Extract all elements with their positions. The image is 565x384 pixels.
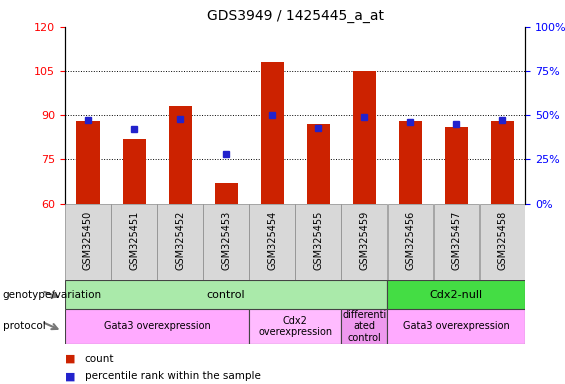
Bar bbox=[445, 127, 468, 204]
Bar bbox=[65, 280, 388, 309]
Bar bbox=[203, 204, 249, 280]
Bar bbox=[341, 309, 388, 344]
Bar bbox=[295, 204, 341, 280]
Bar bbox=[260, 62, 284, 204]
Text: count: count bbox=[85, 354, 114, 364]
Text: protocol: protocol bbox=[3, 321, 46, 331]
Bar bbox=[76, 121, 99, 204]
Text: GSM325459: GSM325459 bbox=[359, 211, 370, 270]
Text: Cdx2-null: Cdx2-null bbox=[430, 290, 483, 300]
Bar bbox=[215, 183, 238, 204]
Bar bbox=[341, 204, 387, 280]
Bar bbox=[111, 204, 157, 280]
Bar bbox=[388, 204, 433, 280]
Bar bbox=[65, 309, 249, 344]
Text: GSM325456: GSM325456 bbox=[405, 211, 415, 270]
Text: control: control bbox=[207, 290, 245, 300]
Text: GSM325454: GSM325454 bbox=[267, 211, 277, 270]
Bar bbox=[168, 106, 192, 204]
Text: ■: ■ bbox=[65, 354, 76, 364]
Text: ■: ■ bbox=[65, 371, 76, 381]
Text: genotype/variation: genotype/variation bbox=[3, 290, 102, 300]
Text: GSM325452: GSM325452 bbox=[175, 211, 185, 270]
Text: percentile rank within the sample: percentile rank within the sample bbox=[85, 371, 260, 381]
Text: Cdx2
overexpression: Cdx2 overexpression bbox=[258, 316, 332, 337]
Text: Gata3 overexpression: Gata3 overexpression bbox=[403, 321, 510, 331]
Bar bbox=[353, 71, 376, 204]
Bar bbox=[249, 309, 341, 344]
Bar bbox=[480, 204, 525, 280]
Text: GSM325458: GSM325458 bbox=[497, 211, 507, 270]
Title: GDS3949 / 1425445_a_at: GDS3949 / 1425445_a_at bbox=[207, 9, 384, 23]
Text: GSM325455: GSM325455 bbox=[313, 211, 323, 270]
Bar bbox=[388, 309, 525, 344]
Bar bbox=[123, 139, 146, 204]
Text: GSM325453: GSM325453 bbox=[221, 211, 231, 270]
Bar bbox=[399, 121, 422, 204]
Text: Gata3 overexpression: Gata3 overexpression bbox=[104, 321, 210, 331]
Text: GSM325450: GSM325450 bbox=[83, 211, 93, 270]
Bar bbox=[491, 121, 514, 204]
Bar bbox=[65, 204, 111, 280]
Bar bbox=[307, 124, 330, 204]
Bar bbox=[433, 204, 479, 280]
Text: GSM325451: GSM325451 bbox=[129, 211, 139, 270]
Bar bbox=[388, 280, 525, 309]
Bar bbox=[249, 204, 295, 280]
Text: differenti
ated
control: differenti ated control bbox=[342, 310, 386, 343]
Bar bbox=[157, 204, 203, 280]
Text: GSM325457: GSM325457 bbox=[451, 211, 462, 270]
